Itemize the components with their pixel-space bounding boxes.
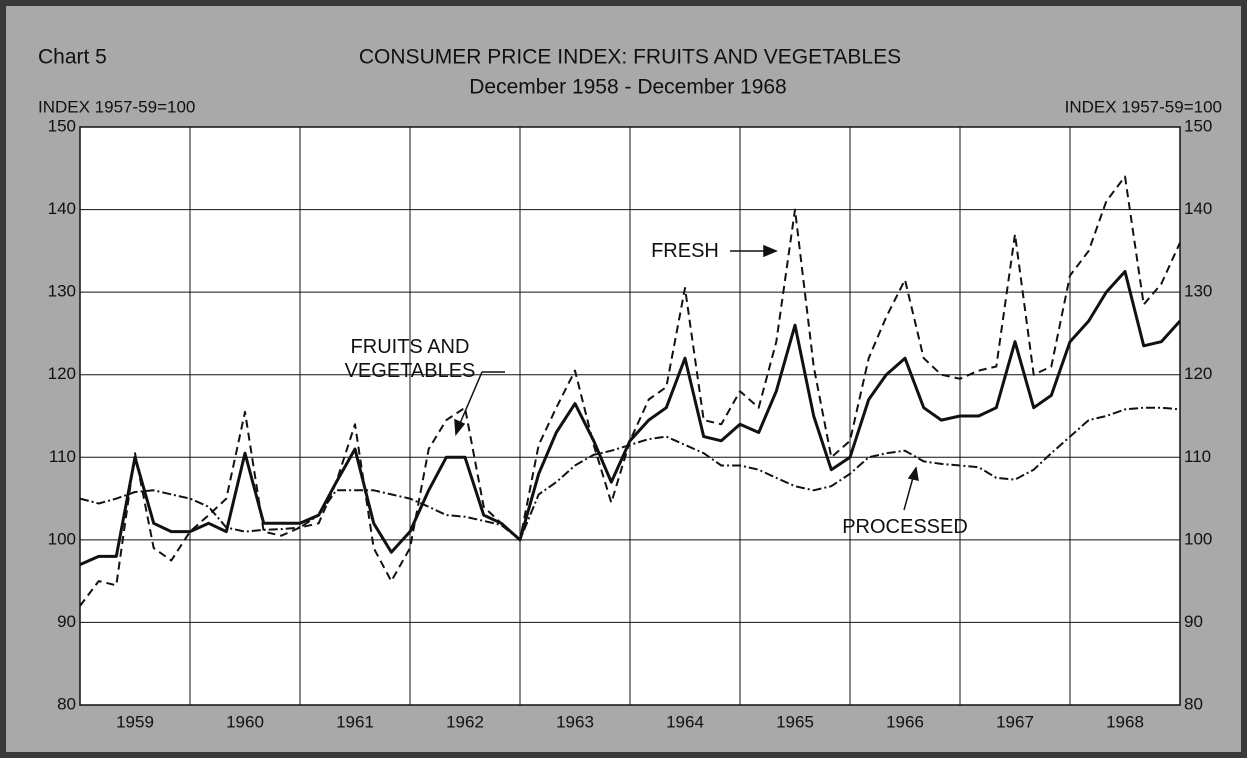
arrow-head	[454, 418, 466, 436]
y2-tick-label: 90	[1184, 612, 1203, 631]
arrows	[454, 244, 919, 511]
arrow	[457, 371, 483, 429]
y-tick-label: 80	[57, 694, 76, 713]
y2-tick-label: 110	[1184, 447, 1211, 466]
x-tick-label: 1960	[226, 712, 264, 731]
annotation-total: FRUITS AND VEGETABLES	[344, 336, 476, 382]
y-tick-label: 100	[48, 529, 76, 548]
series-line	[79, 270, 1182, 566]
series-line	[79, 406, 1181, 541]
y2-tick-label: 140	[1184, 199, 1212, 218]
y2-tick-label: 80	[1184, 694, 1203, 713]
x-tick-label: 1968	[1106, 712, 1144, 731]
y-tick-label: 140	[48, 199, 76, 218]
y-tick-label: 130	[48, 282, 76, 301]
x-tick-label: 1959	[116, 712, 154, 731]
y-tick-label: 110	[49, 447, 76, 466]
y-tick-label: 120	[48, 364, 76, 383]
y-axis-label: INDEX 1957-59=100	[38, 97, 195, 116]
y2-tick-label: 120	[1184, 364, 1212, 383]
annotation-fresh: FRESH	[651, 240, 719, 262]
y-tick-label: 150	[48, 116, 76, 135]
x-tick-label: 1962	[446, 712, 484, 731]
y2-tick-label: 150	[1184, 116, 1212, 135]
x-tick-label: 1967	[996, 712, 1034, 731]
y2-axis-label: INDEX 1957-59=100	[1065, 97, 1222, 116]
arrow	[903, 473, 915, 511]
x-tick-label: 1965	[776, 712, 814, 731]
y-tick-label: 90	[57, 612, 76, 631]
chart-title: CONSUMER PRICE INDEX: FRUITS AND VEGETAB…	[359, 46, 901, 69]
chart-label: Chart 5	[38, 46, 107, 69]
chart-subtitle: December 1958 - December 1968	[469, 76, 787, 99]
y2-tick-label: 100	[1184, 529, 1212, 548]
arrow-head	[763, 244, 778, 258]
lines	[79, 175, 1182, 607]
x-tick-label: 1966	[886, 712, 924, 731]
annotation-processed: PROCESSED	[842, 516, 968, 538]
x-tick-label: 1963	[556, 712, 594, 731]
x-tick-label: 1964	[666, 712, 704, 731]
x-tick-label: 1961	[336, 712, 374, 731]
series-line	[79, 175, 1181, 607]
arrow-head	[907, 466, 919, 481]
y2-tick-label: 130	[1184, 282, 1212, 301]
